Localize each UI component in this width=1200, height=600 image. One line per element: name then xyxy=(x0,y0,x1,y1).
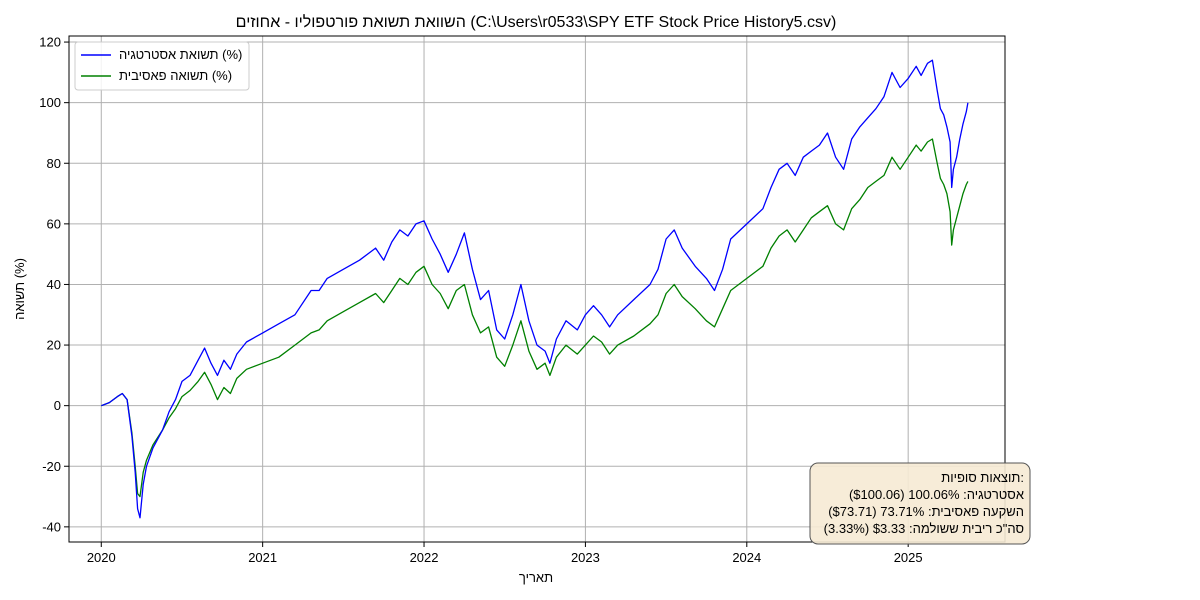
x-tick-label: 2024 xyxy=(732,550,761,565)
x-tick-label: 2023 xyxy=(571,550,600,565)
y-tick-label: -20 xyxy=(42,459,61,474)
x-tick-label: 2025 xyxy=(894,550,923,565)
y-axis-label: תשואה (%) xyxy=(12,258,27,320)
results-strategy: אסטרטגיה: 100.06% ($100.06) xyxy=(849,487,1024,502)
y-tick-label: 80 xyxy=(47,156,61,171)
results-interest: סה"כ ריבית ששולמה: $3.33 (3.33%) xyxy=(824,521,1024,536)
passive-return-line xyxy=(101,138,969,498)
x-axis: 2020 2021 2022 2023 2024 2025 xyxy=(87,542,923,565)
y-axis: -40 -20 0 20 40 60 80 100 120 xyxy=(39,35,69,534)
legend-label-strategy: תשואת אסטרטגיה (%) xyxy=(119,47,242,62)
results-passive: השקעה פאסיבית: 73.71% ($73.71) xyxy=(828,504,1024,519)
x-tick-label: 2021 xyxy=(248,550,277,565)
legend-label-passive: תשואה פאסיבית (%) xyxy=(119,68,232,83)
x-axis-label: תאריך xyxy=(519,570,553,585)
strategy-return-line xyxy=(101,59,969,519)
results-box-frame xyxy=(809,462,1031,545)
x-tick-label: 2022 xyxy=(410,550,439,565)
y-tick-label: 60 xyxy=(47,216,61,231)
series-layer xyxy=(101,59,969,519)
plot-frame xyxy=(68,35,1006,543)
y-tick-label: 100 xyxy=(39,95,61,110)
y-tick-label: 120 xyxy=(39,35,61,50)
y-tick-label: 0 xyxy=(54,398,61,413)
y-tick-label: 20 xyxy=(47,338,61,353)
legend-frame xyxy=(74,41,250,91)
results-heading: תוצאות סופיות: xyxy=(941,470,1024,485)
chart-title: השוואת תשואת פורטפוליו - אחוזים (C:\User… xyxy=(236,13,837,31)
y-tick-label: -40 xyxy=(42,519,61,534)
y-tick-label: 40 xyxy=(47,277,61,292)
x-tick-label: 2020 xyxy=(87,550,116,565)
results-box: תוצאות סופיות: אסטרטגיה: 100.06% ($100.0… xyxy=(809,462,1031,545)
legend: תשואת אסטרטגיה (%) תשואה פאסיבית (%) xyxy=(74,41,250,91)
